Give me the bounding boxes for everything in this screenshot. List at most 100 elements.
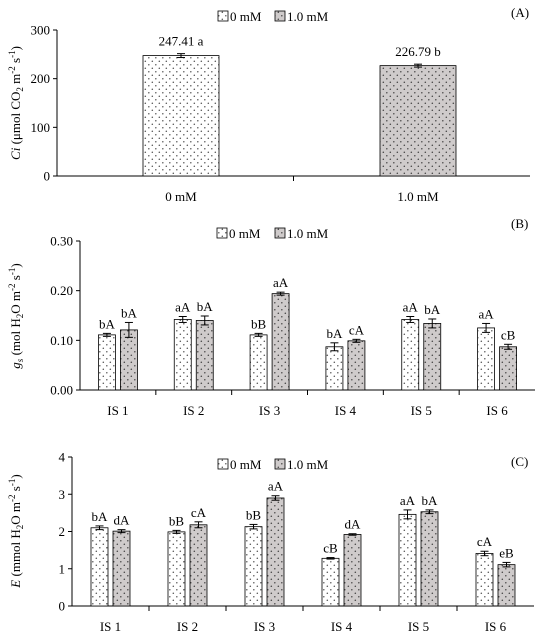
data-label: cA <box>477 534 493 549</box>
legend-swatch-1mm <box>274 10 286 22</box>
bar <box>167 531 186 607</box>
bar <box>266 497 285 607</box>
y-tick-label: 300 <box>31 23 51 38</box>
data-label: aA <box>478 306 494 321</box>
data-label: 247.41 a <box>159 34 204 49</box>
y-tick-label: 0 <box>59 599 66 614</box>
x-tick-label: IS 3 <box>259 403 280 418</box>
panel-b-plot: 0.00 0.10 0.20 0.30 IS 1 IS 2 IS 3 IS 4 IS 5 IS 6… <box>50 234 535 418</box>
data-label: dA <box>114 513 131 528</box>
y-tick-label: 0.00 <box>50 383 73 398</box>
data-label: bB <box>251 316 267 331</box>
bar <box>321 557 340 607</box>
x-tick-label: 1.0 mM <box>397 189 439 204</box>
bar <box>249 334 268 391</box>
panel-a-ylabel: Ci (μmol CO2 m-2 s-1) <box>7 46 25 160</box>
bar <box>475 553 494 607</box>
bar <box>90 527 109 607</box>
panel-c-ylabel: E (mmol H2O m-2 s-1) <box>7 474 25 588</box>
y-tick-label: 2 <box>59 524 66 539</box>
bar <box>343 534 362 607</box>
legend-label-1mm: 1.0 mM <box>287 9 329 24</box>
data-label: bA <box>424 302 441 317</box>
bar <box>142 55 220 177</box>
data-label: cB <box>323 541 338 556</box>
bar <box>325 346 344 391</box>
data-label: cA <box>349 322 365 337</box>
legend-swatch-0mm <box>217 458 229 470</box>
panel-c: 0 mM 1.0 mM (C) E (mmol H2O m-2 s-1) 0 1 2… <box>7 450 534 634</box>
bar <box>120 329 138 391</box>
bar <box>379 65 457 177</box>
panel-a-plot: 0 100 200 300 0 mM 1.0 mM 247.41 a 226.79 b <box>31 23 530 204</box>
panel-b-ylabel: gs (mol H2O m-2 s-1) <box>7 263 25 368</box>
data-label: bA <box>326 326 343 341</box>
data-label: aA <box>268 479 284 494</box>
bar <box>477 327 495 391</box>
panel-a-legend: 0 mM 1.0 mM <box>217 9 329 24</box>
legend-swatch-0mm <box>217 10 229 22</box>
bar <box>112 530 131 607</box>
bar <box>173 319 192 391</box>
data-label: dA <box>345 517 362 532</box>
data-label: bA <box>121 305 138 320</box>
y-tick-label: 1 <box>59 561 66 576</box>
panel-b-legend: 0 mM 1.0 mM <box>216 226 329 241</box>
y-tick-label: 0.30 <box>50 234 73 249</box>
legend-swatch-1mm <box>274 458 286 470</box>
data-label: eB <box>499 545 514 560</box>
y-tick-label: 0.20 <box>50 283 73 298</box>
x-tick-label: IS 1 <box>107 403 128 418</box>
bar <box>423 323 442 391</box>
panel-b-tag: (B) <box>511 216 528 231</box>
bar <box>401 319 420 391</box>
y-tick-label: 0.10 <box>50 333 73 348</box>
data-label: bA <box>197 299 214 314</box>
bar <box>244 526 263 607</box>
panel-b: 0 mM 1.0 mM (B) gs (mol H2O m-2 s-1) 0.0… <box>7 216 535 418</box>
bar <box>271 293 290 391</box>
data-label: aA <box>403 299 419 314</box>
panel-a-tag: (A) <box>511 5 529 20</box>
x-tick-label: IS 1 <box>100 619 121 634</box>
legend-label-0mm: 0 mM <box>229 226 261 241</box>
data-label: bB <box>246 507 262 522</box>
y-tick-label: 0 <box>44 169 51 184</box>
panel-c-tag: (C) <box>511 454 528 469</box>
bar <box>398 513 417 607</box>
data-label: aA <box>175 299 191 314</box>
x-tick-label: IS 2 <box>183 403 204 418</box>
x-tick-label: IS 5 <box>411 403 432 418</box>
x-tick-label: IS 6 <box>485 619 507 634</box>
y-tick-label: 100 <box>31 120 51 135</box>
y-tick-label: 3 <box>59 487 66 502</box>
legend-label-1mm: 1.0 mM <box>287 457 329 472</box>
bar <box>347 340 366 391</box>
data-label: aA <box>400 493 416 508</box>
x-tick-label: IS 4 <box>335 403 357 418</box>
data-label: bA <box>422 493 439 508</box>
panel-a: 0 mM 1.0 mM (A) Ci (μmol CO2 m-2 s-1) 0 1… <box>7 5 530 204</box>
legend-label-0mm: 0 mM <box>230 9 262 24</box>
legend-label-0mm: 0 mM <box>230 457 262 472</box>
panel-c-plot: 0 1 2 3 4 IS 1 IS 2 IS 3 IS 4 IS 5 IS 6 bA bB bB cB aA c… <box>59 450 534 634</box>
data-label: aA <box>273 275 289 290</box>
bar <box>195 320 214 391</box>
panel-c-legend: 0 mM 1.0 mM <box>217 457 329 472</box>
bar <box>189 524 208 607</box>
y-tick-label: 200 <box>31 71 51 86</box>
bar <box>497 564 516 607</box>
bar <box>98 334 116 391</box>
data-label: bA <box>99 316 116 331</box>
bar <box>420 511 439 607</box>
x-tick-label: IS 6 <box>486 403 508 418</box>
x-tick-label: IS 2 <box>177 619 198 634</box>
data-label: cB <box>501 327 516 342</box>
legend-swatch-1mm <box>274 227 286 239</box>
data-label: bA <box>92 509 109 524</box>
x-tick-label: 0 mM <box>165 189 197 204</box>
legend-swatch-0mm <box>216 227 228 239</box>
bar <box>499 346 517 391</box>
legend-label-1mm: 1.0 mM <box>287 226 329 241</box>
data-label: bB <box>169 513 185 528</box>
